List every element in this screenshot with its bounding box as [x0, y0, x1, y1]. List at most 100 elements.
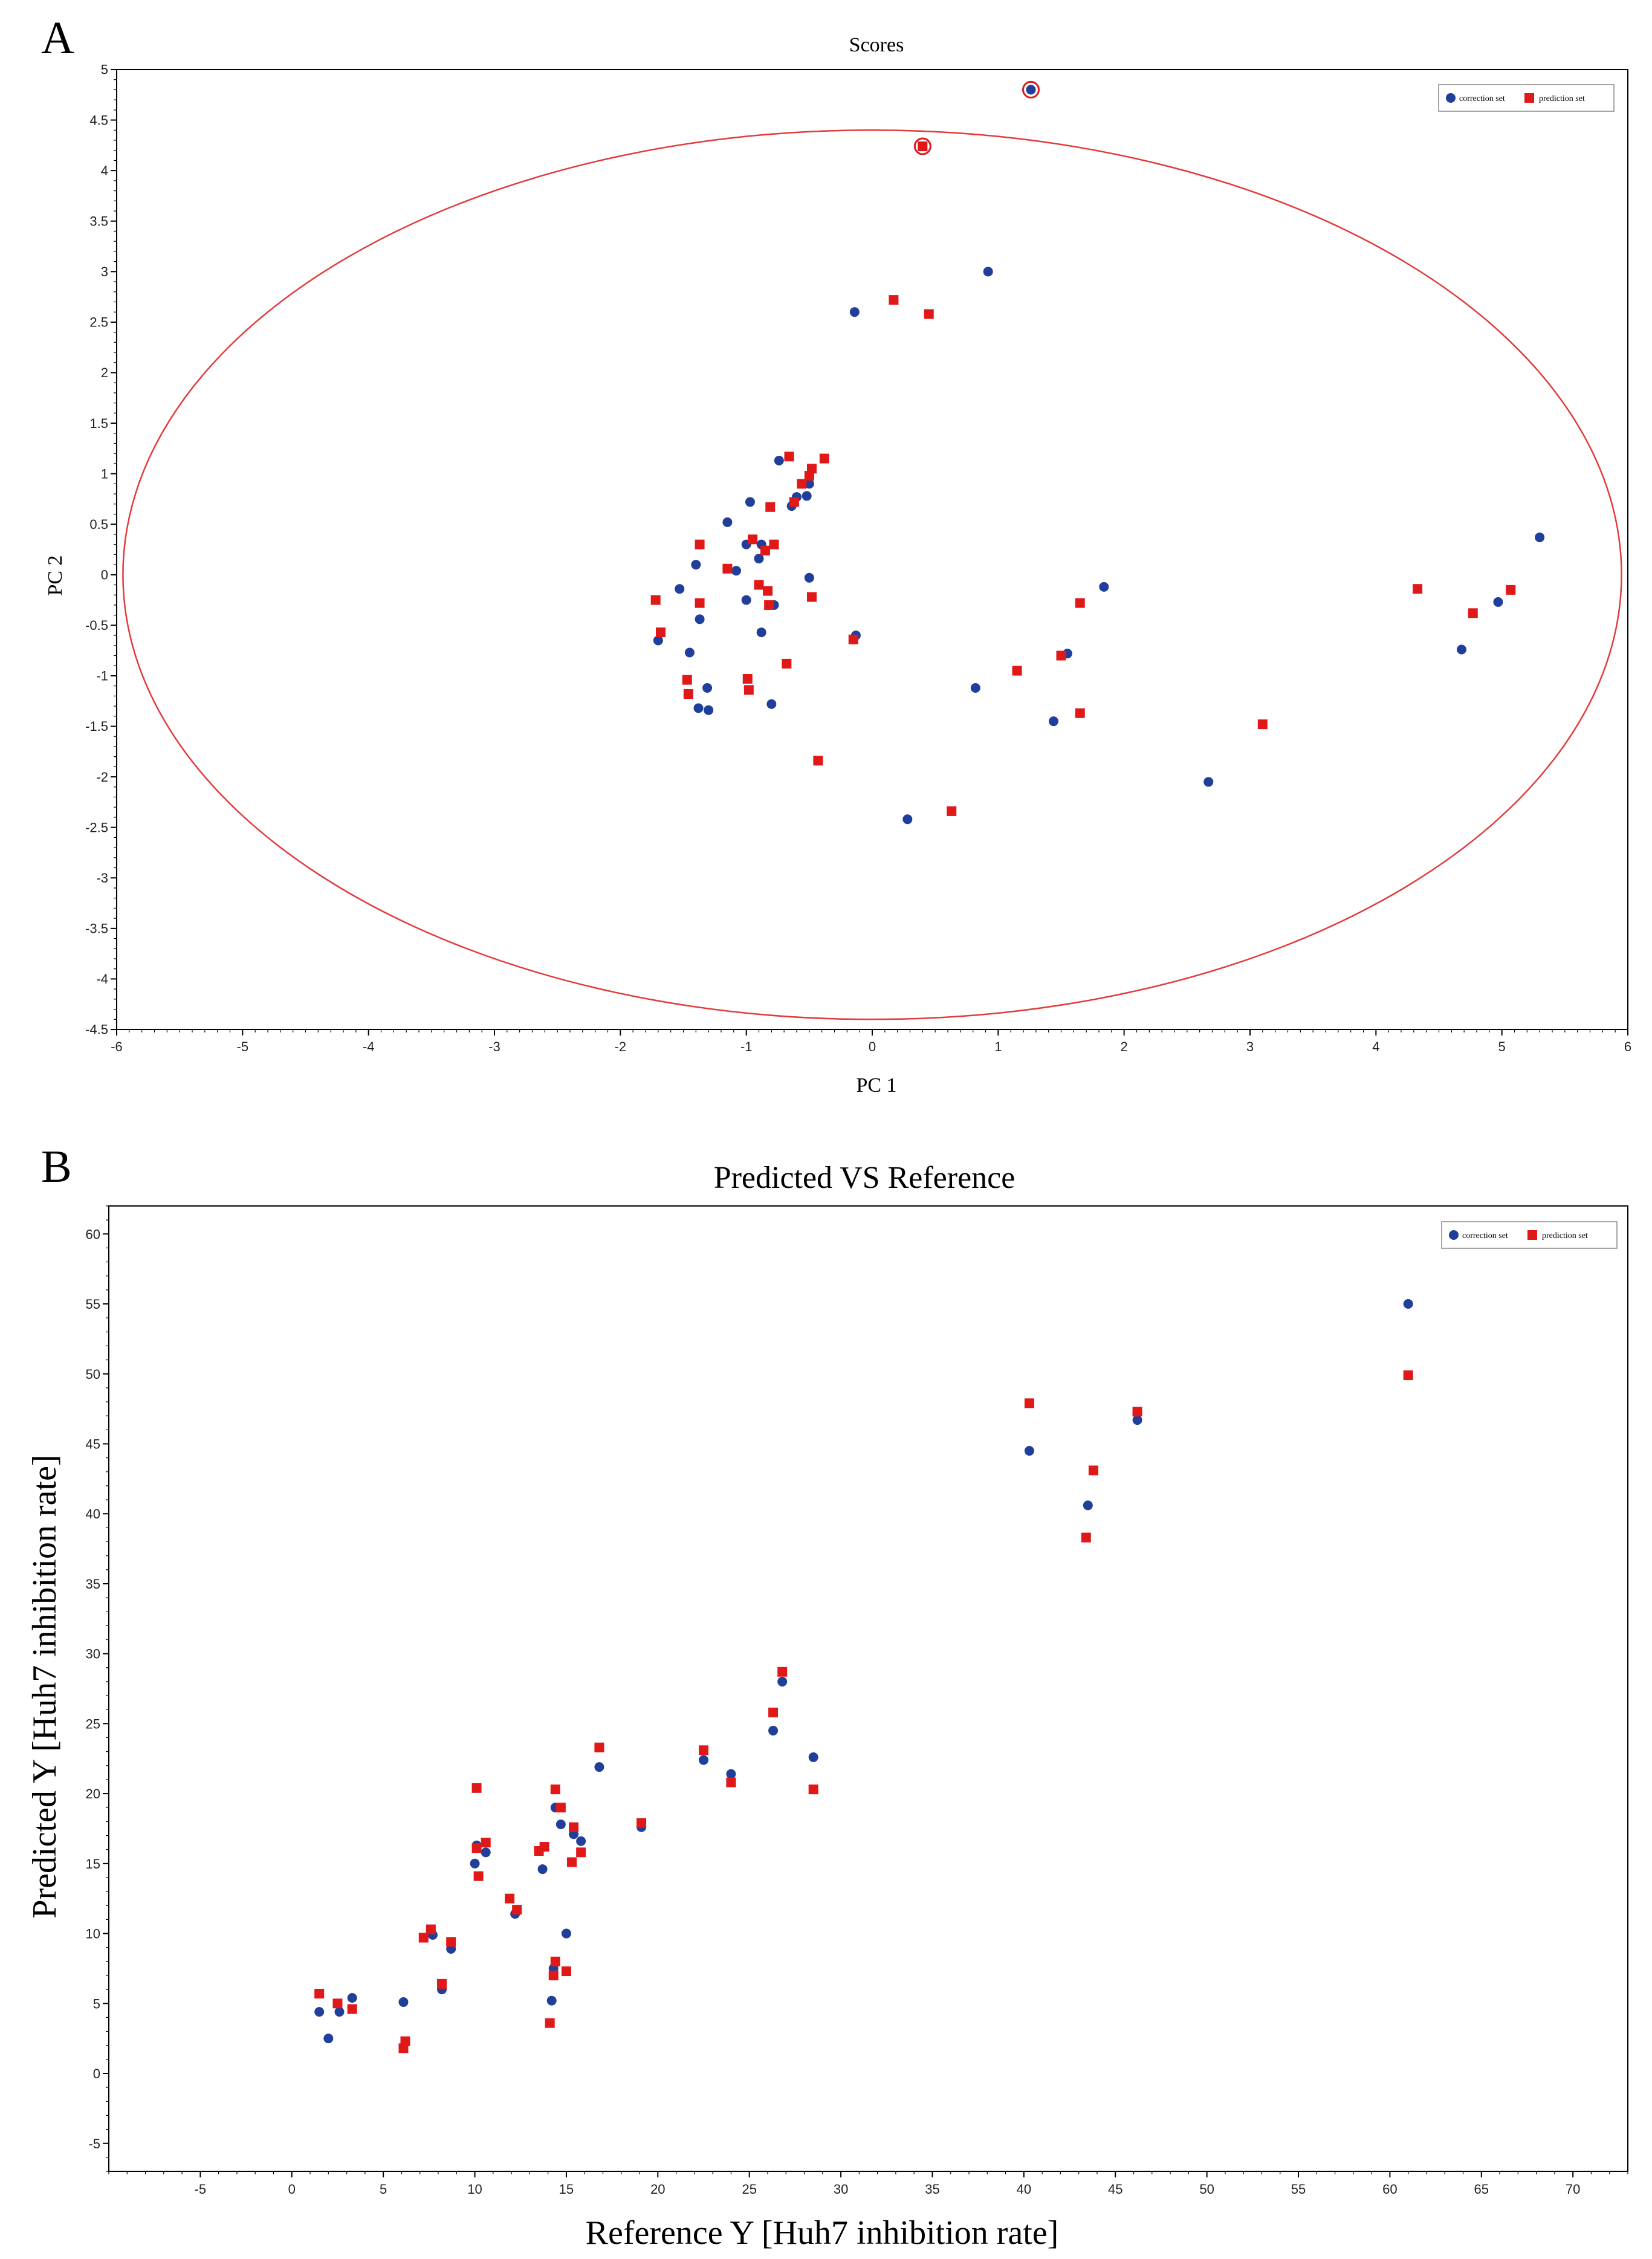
panel-a-calibration-point	[1203, 777, 1214, 787]
panel-a-prediction-point	[682, 675, 692, 685]
panel-a-prediction-point	[1468, 608, 1478, 618]
panel-a-prediction-point	[748, 534, 758, 545]
panel-a-prediction-point	[782, 658, 792, 669]
panel-a-y-tick-label: 2.5	[89, 315, 108, 330]
panel-a-prediction-point	[784, 452, 794, 462]
panel-b-prediction-point	[1088, 1465, 1098, 1476]
panel-a-outlier-ring	[1022, 80, 1040, 99]
panel-b-prediction-point	[637, 1818, 647, 1828]
panel-a-prediction-point	[763, 586, 773, 596]
panel-b-calibration-point	[470, 1858, 480, 1868]
panel-a-calibration-point	[983, 267, 993, 277]
panel-a-calibration-point	[731, 566, 741, 576]
panel-b-calibration-point	[314, 2007, 325, 2017]
panel-a-prediction-point	[813, 756, 823, 766]
panel-a-x-tick-label: 2	[1121, 1039, 1128, 1054]
panel-b-title: Predicted VS Reference	[714, 1161, 1015, 1195]
panel-b-prediction-point	[550, 1956, 560, 1966]
panel-a-plot-frame	[116, 69, 1628, 1030]
panel-a-calibration-point	[653, 635, 663, 646]
panel-b-prediction-point	[726, 1777, 736, 1787]
panel-a-y-tick-label: -4	[96, 971, 108, 987]
panel-a-y-tick-label: -3.5	[85, 921, 108, 936]
panel-a-prediction-point	[656, 627, 666, 638]
panel-a-legend-calibration-marker	[1446, 93, 1456, 103]
panel-b-y-axis-label: Predicted Y [Huh7 inhibition rate]	[26, 1454, 63, 1918]
panel-a-y-tick-label: -3	[96, 870, 108, 886]
panel-b-points	[314, 1299, 1413, 2053]
panel-b-x-tick-label: 5	[380, 2182, 387, 2197]
panel-a-y-tick-label: 3.5	[89, 213, 108, 228]
panel-a-prediction-point	[1506, 585, 1516, 595]
panel-a-prediction-point	[754, 580, 764, 590]
panel-a-legend-calibration-label: correction set	[1459, 94, 1505, 103]
panel-a-x-tick-label: 4	[1372, 1039, 1379, 1054]
panel-b-prediction-point	[1132, 1407, 1142, 1417]
panel-b-x-tick-label: 25	[742, 2182, 756, 2197]
panel-b-y-tick-label: 25	[86, 1716, 100, 1731]
panel-a-prediction-point	[760, 545, 770, 556]
panel-b-prediction-point	[556, 1803, 566, 1813]
panel-b-calibration-point	[1083, 1500, 1093, 1511]
panel-b-prediction-point	[699, 1745, 709, 1755]
panel-b-prediction-point	[471, 1843, 482, 1853]
panel-a-x-tick-label: 3	[1246, 1039, 1254, 1054]
panel-b-prediction-point	[594, 1742, 604, 1752]
panel-a-x-tick-label: 6	[1624, 1039, 1631, 1054]
panel-a-points	[650, 80, 1545, 825]
panel-a-prediction-point	[918, 141, 928, 152]
panel-a-calibration-point	[849, 307, 860, 317]
panel-a-calibration-point	[675, 584, 685, 594]
panel-a-y-tick-label: -2.5	[85, 820, 108, 835]
panel-b-prediction-point	[548, 1970, 559, 1980]
panel-b-prediction-point	[512, 1905, 522, 1915]
panel-b-x-tick-label: 50	[1199, 2182, 1214, 2197]
panel-a-prediction-point	[1012, 666, 1022, 676]
panel-b-x-tick-label: -5	[195, 2182, 207, 2197]
panel-a-calibration-point	[695, 614, 705, 624]
panel-b-prediction-point	[1024, 1398, 1034, 1408]
panel-b-label: B	[41, 1141, 72, 1192]
panel-b-x-tick-label: 60	[1382, 2182, 1397, 2197]
panel-b-ticks: -5 0 5 10 15 20 25 30 35 40 45 50 55 60 65 706055504540…	[86, 1205, 1628, 2197]
panel-b-y-tick-label: 35	[86, 1577, 100, 1592]
panel-b-y-tick-label: 10	[86, 1927, 100, 1942]
panel-b-calibration-point	[768, 1725, 779, 1736]
panel-a-legend-prediction-marker	[1524, 93, 1534, 103]
panel-a-prediction-point	[722, 563, 733, 574]
panel-a-prediction-point	[848, 634, 858, 644]
panel-b-calibration-point	[556, 1820, 566, 1830]
panel-a-outlier-ring	[913, 137, 931, 155]
panel-b-y-tick-label: -5	[88, 2136, 100, 2151]
panel-a-y-tick-label: 0.5	[89, 517, 108, 532]
panel-b-legend-prediction-marker	[1527, 1230, 1537, 1240]
panel-a-calibration-point	[754, 554, 764, 564]
panel-b-prediction-point	[576, 1847, 586, 1858]
panel-b-calibration-point	[1132, 1415, 1142, 1425]
panel-b-prediction-point	[539, 1842, 549, 1852]
panel-a-prediction-point	[1075, 598, 1085, 608]
panel-a-prediction-point	[819, 453, 829, 464]
panel-b-prediction-point	[569, 1822, 579, 1832]
panel-b-y-tick-label: 50	[86, 1367, 100, 1382]
panel-a-calibration-point	[1099, 582, 1109, 592]
panel-a-confidence-ellipse	[122, 129, 1622, 1020]
panel-b-calibration-point	[481, 1847, 491, 1858]
panel-b-x-tick-label: 65	[1474, 2182, 1489, 2197]
panel-a-y-tick-label: -0.5	[85, 618, 108, 633]
panel-b-calibration-point	[323, 2034, 334, 2044]
panel-b-calibration-point	[561, 1928, 571, 1939]
panel-a-calibration-point	[741, 595, 751, 605]
panel-a-prediction-point	[695, 598, 705, 608]
panel-b-x-tick-label: 0	[288, 2182, 296, 2197]
panel-b-calibration-point	[334, 2007, 345, 2017]
panel-a-prediction-point	[1413, 584, 1423, 594]
panel-b-prediction-point	[550, 1784, 560, 1795]
panel-a-prediction-point	[769, 539, 779, 549]
panel-a-y-tick-label: -4.5	[85, 1022, 108, 1037]
panel-a-calibration-point	[693, 703, 704, 713]
panel-a-calibration-point	[774, 455, 784, 465]
panel-b-prediction-point	[400, 2036, 410, 2046]
panel-a-y-tick-label: 1.5	[89, 416, 108, 431]
